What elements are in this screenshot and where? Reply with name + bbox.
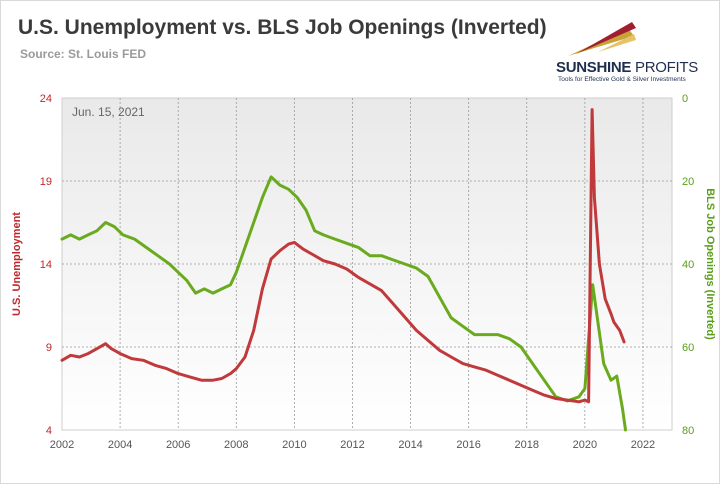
x-tick-label: 2006	[166, 439, 190, 451]
chart-source: Source: St. Louis FED	[20, 47, 147, 61]
y-axis-title-left: U.S. Unemployment	[11, 212, 23, 316]
x-tick-label: 2020	[573, 439, 597, 451]
y-right-tick-label: 40	[682, 259, 694, 271]
y-left-tick-label: 9	[46, 342, 52, 354]
date-annotation: Jun. 15, 2021	[72, 105, 145, 119]
logo-brand-light: PROFITS	[631, 59, 698, 76]
logo-swoosh-icon	[568, 22, 636, 56]
x-tick-label: 2002	[50, 439, 74, 451]
logo-wordmark: SUNSHINE PROFITS	[556, 59, 698, 76]
y-right-tick-label: 0	[682, 93, 688, 105]
y-axis-title-right: BLS Job Openings (Inverted)	[704, 188, 716, 340]
axis-layer: 2002 2004 2006 2008 2010 2012 2014 2016 2018 2020…	[40, 93, 695, 451]
logo-tagline: Tools for Effective Gold & Silver Invest…	[558, 76, 686, 83]
y-right-tick-label: 80	[682, 425, 694, 437]
chart-title: U.S. Unemployment vs. BLS Job Openings (…	[18, 16, 547, 39]
y-left-tick-label: 14	[40, 259, 52, 271]
x-tick-label: 2012	[340, 439, 364, 451]
logo-brand-bold: SUNSHINE	[556, 59, 632, 76]
x-tick-label: 2010	[282, 439, 306, 451]
y-right-tick-label: 60	[682, 342, 694, 354]
x-tick-label: 2014	[398, 439, 422, 451]
x-tick-label: 2008	[224, 439, 248, 451]
x-tick-label: 2018	[515, 439, 539, 451]
unemployment-line	[60, 108, 626, 404]
sunshine-profits-logo: SUNSHINE PROFITS Tools for Effective Gol…	[548, 14, 710, 84]
series-layer	[60, 108, 627, 432]
x-tick-label: 2016	[456, 439, 480, 451]
y-left-tick-label: 24	[40, 93, 52, 105]
y-right-tick-label: 20	[682, 176, 694, 188]
x-tick-label: 2004	[108, 439, 132, 451]
x-tick-label: 2022	[631, 439, 655, 451]
y-left-tick-label: 4	[46, 425, 52, 437]
y-left-tick-label: 19	[40, 176, 52, 188]
